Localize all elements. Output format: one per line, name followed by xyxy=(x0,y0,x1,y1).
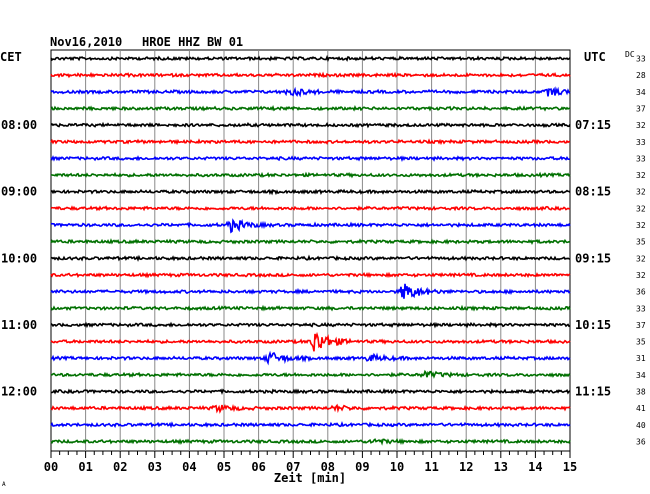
trace-row-12 xyxy=(50,254,571,262)
x-tick-label-3: 03 xyxy=(148,460,162,474)
left-hour-label-4: 12:00 xyxy=(1,385,37,399)
trace-row-5 xyxy=(50,138,571,146)
x-tick-label-14: 14 xyxy=(528,460,542,474)
trace-row-14 xyxy=(50,283,571,299)
trace-row-8 xyxy=(50,188,571,196)
dc-value-14: 36 xyxy=(636,288,646,297)
x-tick-label-12: 12 xyxy=(459,460,473,474)
trace-row-2 xyxy=(50,86,571,98)
dc-value-18: 31 xyxy=(636,354,646,363)
right-hour-label-2: 09:15 xyxy=(575,251,611,265)
left-hour-label-2: 10:00 xyxy=(1,251,37,265)
dc-label: DC xyxy=(625,50,635,59)
x-axis: 00 01 02 03 04 05 06 07 08 09 10 11 12 13 14 15 xyxy=(44,451,577,474)
dc-value-1: 28 xyxy=(636,71,646,80)
x-tick-label-11: 11 xyxy=(424,460,438,474)
dc-value-22: 40 xyxy=(636,421,646,430)
dc-value-15: 33 xyxy=(636,304,646,313)
trace-row-15 xyxy=(50,304,571,312)
dc-value-21: 41 xyxy=(636,404,646,413)
dc-values-column: 33 28 34 37 32 33 33 32 32 32 32 35 32 32 36 33 37 35 31 34… xyxy=(636,55,646,447)
dc-value-23: 36 xyxy=(636,437,646,446)
dc-value-4: 32 xyxy=(636,121,646,130)
right-hour-label-1: 08:15 xyxy=(575,185,611,199)
trace-row-11 xyxy=(50,238,571,245)
x-tick-label-15: 15 xyxy=(563,460,577,474)
hour-labels: 08:00 09:00 10:00 11:00 12:00 07:15 08:15 09:15… xyxy=(1,118,611,398)
dc-value-16: 37 xyxy=(636,321,646,330)
right-zone-label: UTC xyxy=(584,50,606,64)
dc-value-12: 32 xyxy=(636,254,646,263)
trace-row-13 xyxy=(50,271,571,279)
footer-mark: A xyxy=(2,481,6,488)
x-tick-label-13: 13 xyxy=(494,460,508,474)
dc-value-7: 32 xyxy=(636,171,646,180)
dc-value-0: 33 xyxy=(636,55,646,64)
dc-value-2: 34 xyxy=(636,88,646,97)
dc-value-8: 32 xyxy=(636,188,646,197)
x-tick-label-2: 02 xyxy=(113,460,127,474)
right-hour-label-4: 11:15 xyxy=(575,385,611,399)
dc-value-9: 32 xyxy=(636,204,646,213)
trace-row-21 xyxy=(50,403,571,414)
trace-row-1 xyxy=(50,71,571,79)
trace-row-16 xyxy=(50,321,571,329)
trace-row-19 xyxy=(50,369,571,379)
left-hour-label-1: 09:00 xyxy=(1,185,37,199)
trace-row-4 xyxy=(50,121,571,129)
dc-value-20: 38 xyxy=(636,388,646,397)
left-zone-label: CET xyxy=(0,50,22,64)
trace-row-7 xyxy=(51,171,571,179)
dc-value-10: 32 xyxy=(636,221,646,230)
right-hour-label-3: 10:15 xyxy=(575,318,611,332)
x-tick-label-9: 09 xyxy=(355,460,369,474)
trace-row-6 xyxy=(50,155,571,163)
dc-value-17: 35 xyxy=(636,338,646,347)
dc-value-3: 37 xyxy=(636,104,646,113)
x-tick-label-8: 08 xyxy=(321,460,335,474)
trace-row-17 xyxy=(50,331,571,352)
x-tick-label-5: 05 xyxy=(217,460,231,474)
right-hour-label-0: 07:15 xyxy=(575,118,611,132)
left-hour-label-0: 08:00 xyxy=(1,118,37,132)
trace-row-18 xyxy=(50,350,571,366)
dc-value-13: 32 xyxy=(636,271,646,280)
x-tick-label-4: 04 xyxy=(182,460,196,474)
dc-value-19: 34 xyxy=(636,371,646,380)
dc-value-6: 33 xyxy=(636,154,646,163)
header-station: HROE HHZ BW 01 xyxy=(142,35,243,49)
trace-row-3 xyxy=(50,104,571,112)
trace-row-23 xyxy=(50,437,571,446)
trace-row-22 xyxy=(50,421,571,429)
dc-value-5: 33 xyxy=(636,138,646,147)
dc-value-11: 35 xyxy=(636,238,646,247)
trace-row-9 xyxy=(50,205,571,212)
header-date: Nov16,2010 xyxy=(50,35,122,49)
x-tick-label-7: 07 xyxy=(286,460,300,474)
trace-row-10 xyxy=(50,218,571,234)
x-tick-label-0: 00 xyxy=(44,460,58,474)
grid-lines xyxy=(85,50,536,451)
x-tick-label-1: 01 xyxy=(78,460,92,474)
x-tick-label-6: 06 xyxy=(251,460,265,474)
traces-group xyxy=(50,54,571,446)
x-tick-label-10: 10 xyxy=(390,460,404,474)
trace-row-0 xyxy=(50,54,571,63)
trace-row-20 xyxy=(50,387,571,396)
left-hour-label-3: 11:00 xyxy=(1,318,37,332)
x-axis-title: Zeit [min] xyxy=(274,471,346,485)
